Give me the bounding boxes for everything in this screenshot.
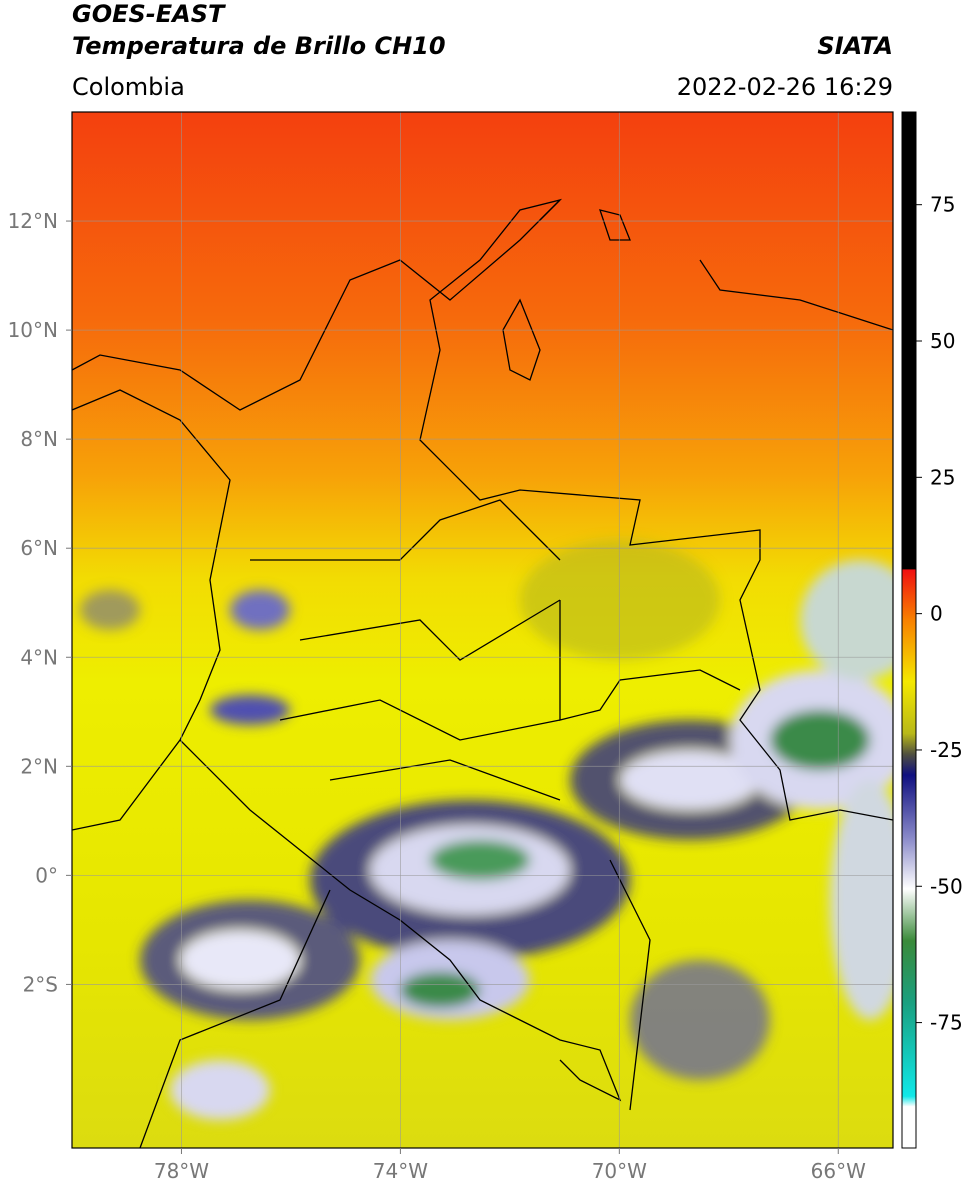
colorbar-label: 50	[930, 329, 955, 353]
datetime: 2022-02-26 16:29	[677, 73, 893, 101]
y-tick-label: 2°N	[20, 754, 58, 778]
colorbar-label: -25	[930, 738, 963, 762]
region: Colombia	[72, 73, 185, 101]
y-tick-label: 0°	[35, 863, 58, 887]
colorbar-label: -75	[930, 1011, 963, 1035]
x-tick-label: 78°W	[154, 1159, 209, 1183]
x-tick-label: 66°W	[811, 1159, 866, 1183]
clouds	[80, 540, 893, 1120]
x-tick-label: 70°W	[592, 1159, 647, 1183]
y-tick-label: 10°N	[8, 318, 58, 342]
grid	[72, 112, 893, 1148]
colorbar-label: 25	[930, 465, 955, 489]
map-frame	[71, 111, 894, 1149]
colorbar-label: -50	[930, 874, 963, 898]
y-tick-label: 8°N	[20, 427, 58, 451]
y-tick-label: 2°S	[23, 972, 58, 996]
map-image	[72, 112, 893, 1148]
colorbar-label: 0	[930, 602, 943, 626]
x-tick-label: 74°W	[373, 1159, 428, 1183]
source: SIATA	[817, 32, 893, 60]
title: GOES-EAST	[72, 0, 226, 28]
colorbar-label: 75	[930, 193, 955, 217]
subtitle: Temperatura de Brillo CH10	[72, 32, 446, 60]
y-tick-label: 4°N	[20, 645, 58, 669]
colorbar	[901, 111, 917, 1149]
y-tick-label: 12°N	[8, 209, 58, 233]
y-tick-label: 6°N	[20, 536, 58, 560]
